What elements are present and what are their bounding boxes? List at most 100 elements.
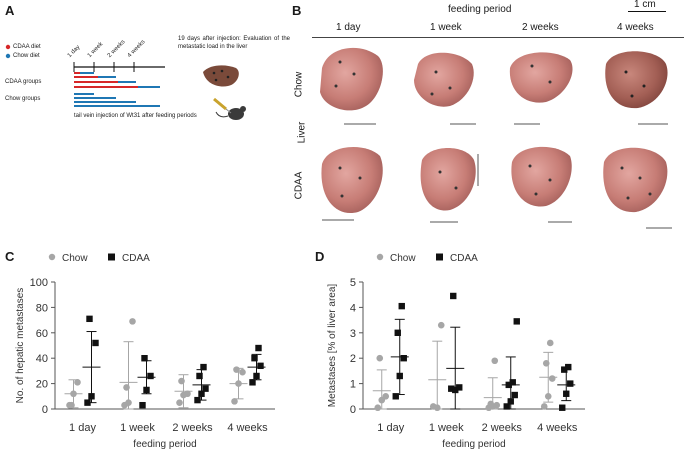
panel-label-a: A [5,3,15,18]
legend-marker-chow [48,253,56,261]
point-chow [239,368,246,376]
y-tick-label: 100 [30,277,48,289]
point-chow [540,403,548,410]
point-chow [493,401,501,409]
y-tick-label: 1 [350,379,356,391]
col-label-2weeks: 2 weeks [522,22,559,33]
point-cdaa [88,393,95,400]
y-tick-label: 60 [36,328,48,340]
y-tick-label: 4 [350,302,356,314]
point-chow [123,384,130,391]
cdaa-legend-dot [5,44,11,50]
point-cdaa [448,385,455,392]
y-axis-label: Metastases [% of liver area] [327,284,338,408]
x-tick-label: 2 weeks [482,422,523,434]
x-tick-label: 1 day [377,422,404,434]
point-cdaa [567,380,574,387]
col-label-4weeks: 4 weeks [617,22,654,33]
liver-photo-chow-1day [320,47,383,125]
point-chow [382,393,390,400]
chart-c: Chow CDAA 0 20 40 60 80 100 No. of hepatic metas… [15,253,275,450]
injection-note: tail vein injection of Wt31 after feedin… [74,113,197,119]
row-label-cdaa: CDAA [293,171,305,200]
point-chow [437,321,445,329]
point-cdaa [92,339,99,347]
point-chow [68,401,75,409]
point-cdaa [147,372,154,380]
point-cdaa [398,302,405,310]
y-tick-label: 0 [350,404,356,416]
y-tick-label: 5 [350,277,356,289]
point-cdaa [394,329,401,336]
legend-label-cdaa: CDAA diet [13,44,41,50]
legend-label-chow: Chow diet [13,53,40,59]
chow-group-bars [74,93,160,107]
legend-label-chow: Chow [62,253,88,264]
liver-photo-chow-1week [414,52,476,125]
legend-marker-chow [376,253,384,261]
point-cdaa [400,355,407,362]
point-cdaa [255,344,262,352]
point-cdaa [251,355,258,362]
y-tick-label: 2 [350,353,356,365]
legend-marker-cdaa [108,253,115,261]
point-cdaa [561,366,568,373]
legend-label-chow: Chow [390,253,416,264]
x-tick-label: 1 week [429,422,464,434]
col-label-1day: 1 day [336,22,361,33]
point-chow [546,339,554,347]
point-chow [487,400,495,408]
point-cdaa [198,390,205,397]
chow-groups-label: Chow groups [5,96,41,102]
point-chow [184,390,191,398]
point-cdaa [249,379,256,386]
liver-photo-chow-4weeks [605,51,668,125]
evaluation-note: 19 days after injection: Evaluation of t… [178,36,290,50]
liver-photo-cdaa-1week [420,148,479,223]
panel-b-header: feeding period [448,4,512,15]
point-chow [231,398,238,405]
point-cdaa [452,386,459,394]
y-tick-label: 3 [350,328,356,340]
panel-label-c: C [5,249,15,264]
point-cdaa [392,393,399,400]
point-chow [548,375,556,382]
col-label-1week: 1 week [430,22,462,33]
liver-photo-cdaa-4weeks [603,147,672,229]
point-cdaa [511,391,518,399]
chow-legend-dot [5,53,11,59]
point-cdaa [563,390,570,397]
liver-photo-cdaa-1day [321,146,383,221]
mouse-icon [215,106,246,120]
x-tick-label: 4 weeks [537,422,578,434]
liver-photo-grid [320,47,672,229]
liver-photo-chow-2weeks [509,52,573,125]
point-cdaa [507,398,514,405]
point-chow [542,359,550,367]
point-cdaa [253,372,260,380]
point-cdaa [139,401,146,409]
point-cdaa [194,396,201,404]
point-cdaa [141,355,148,362]
point-cdaa [565,363,572,371]
syringe-icon [213,97,232,114]
panel-label-b: B [292,3,302,18]
point-chow [433,404,441,412]
point-chow [544,393,552,400]
point-cdaa [503,403,510,410]
point-cdaa [84,399,91,406]
scale-bar [628,11,666,12]
point-chow [125,399,132,406]
point-chow [178,377,185,385]
point-cdaa [202,385,209,392]
point-cdaa [450,292,457,300]
point-cdaa [513,318,520,325]
chart-d: Chow CDAA 0 1 2 3 4 5 Metastases [% of liver are… [327,253,585,450]
point-cdaa [143,386,150,394]
point-chow [376,354,384,362]
point-chow [176,399,183,406]
x-tick-label: 2 weeks [172,422,213,434]
panel-b-divider [312,37,684,38]
panel-a-schematic [5,44,246,120]
x-tick-label: 4 weeks [227,422,268,434]
